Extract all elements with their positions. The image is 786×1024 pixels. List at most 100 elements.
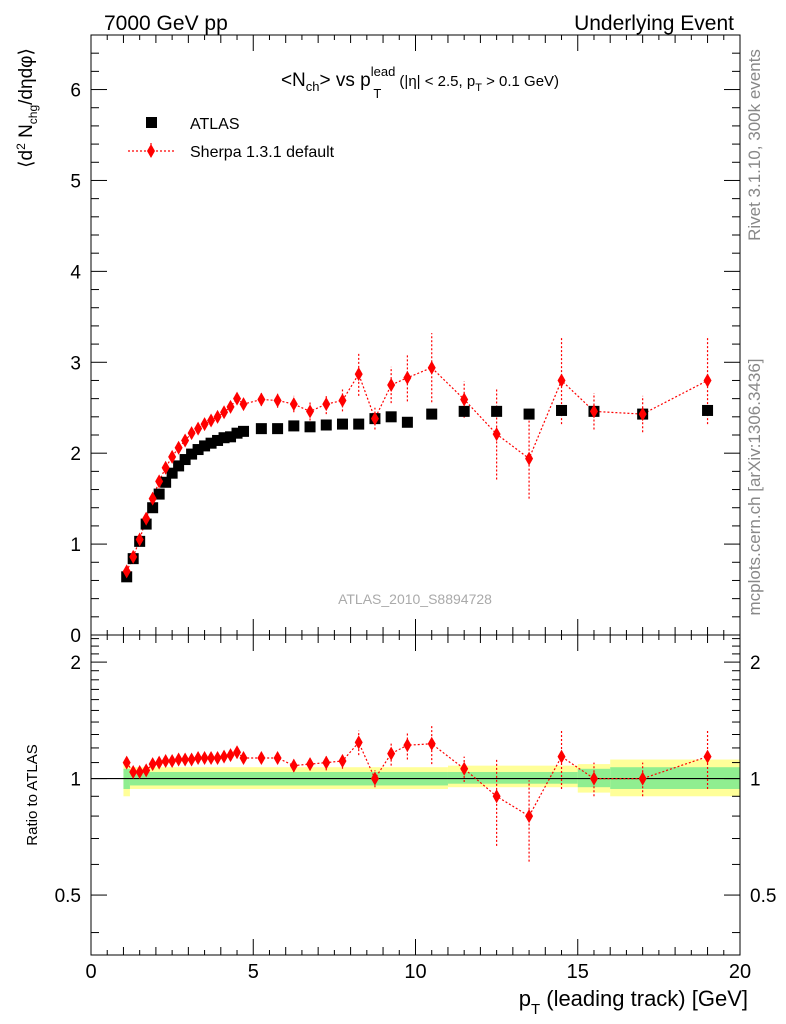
sherpa-point — [257, 392, 266, 407]
ylabel-part1: ⟨d — [16, 150, 37, 168]
ratio-sherpa-point — [174, 752, 183, 767]
ratio-y-tick-label: 1 — [70, 770, 81, 791]
title-mid: > vs p — [320, 70, 371, 91]
atlas-point — [272, 423, 284, 435]
ratio-sherpa-point — [273, 751, 282, 766]
sherpa-point — [557, 373, 566, 388]
y-tick-label: 5 — [70, 171, 81, 192]
sherpa-point — [168, 449, 177, 464]
atlas-point — [147, 502, 159, 514]
sherpa-line — [126, 366, 708, 572]
sherpa-point — [148, 491, 157, 506]
ratio-sherpa-point — [387, 746, 396, 761]
sherpa-point — [322, 397, 331, 412]
ratio-sherpa-point — [213, 751, 222, 766]
sherpa-point — [460, 392, 469, 407]
sherpa-point — [142, 511, 151, 526]
ratio-y-tick-label: 2 — [70, 653, 81, 674]
ratio-sherpa-point — [181, 752, 190, 767]
atlas-point — [186, 448, 198, 460]
atlas-point — [225, 431, 237, 443]
legend: ATLAS Sherpa 1.3.1 default — [128, 116, 335, 161]
atlas-point — [179, 454, 191, 466]
title-sup: lead — [371, 64, 396, 79]
ratio-sherpa-point — [168, 754, 177, 769]
atlas-point — [212, 434, 224, 446]
y-tick-label: 3 — [70, 353, 81, 374]
atlas-point — [702, 404, 714, 416]
atlas-point — [556, 404, 568, 416]
ratio-band-segment — [447, 771, 578, 784]
sherpa-point — [403, 370, 412, 385]
sherpa-point — [213, 409, 222, 424]
main-title: <Nch> vs plead T (|η| < 2.5, pT > 0.1 GeV… — [281, 64, 559, 101]
ratio-sherpa-point — [161, 754, 170, 769]
atlas-point — [336, 418, 348, 430]
sherpa-point — [200, 417, 209, 432]
atlas-point — [173, 460, 185, 472]
atlas-point — [304, 421, 316, 433]
ratio-sherpa-point — [338, 754, 347, 769]
ratio-sherpa-point — [129, 764, 138, 779]
ratio-marks-layer — [122, 725, 712, 862]
ratio-sherpa-point — [226, 748, 235, 763]
atlas-point — [523, 408, 535, 420]
ylabel-part3: /dηdφ⟩ — [16, 48, 37, 105]
ylabel-part2: N — [16, 124, 37, 143]
sherpa-point — [161, 460, 170, 475]
sherpa-point — [181, 433, 190, 448]
ratio-sherpa-point — [525, 809, 534, 824]
legend-label-atlas: ATLAS — [190, 116, 240, 133]
title-tail: (|η| < 2.5, p — [395, 73, 475, 90]
ratio-sherpa-point — [354, 735, 363, 750]
y-tick-label: 1 — [70, 535, 81, 556]
side-text-top: Rivet 3.1.10, 300k events — [745, 49, 764, 241]
ratio-sherpa-point — [220, 749, 229, 764]
y-tick-label: 2 — [70, 444, 81, 465]
sherpa-point — [638, 407, 647, 422]
atlas-point — [205, 437, 217, 449]
sherpa-point — [226, 399, 235, 414]
ratio-axes: 0.5 0.51 12 20 5 10 15 20 — [55, 635, 776, 983]
y-tick-label: 0 — [70, 626, 81, 647]
atlas-point — [401, 416, 413, 428]
ratio-sherpa-point — [370, 771, 379, 786]
ratio-sherpa-point — [187, 752, 196, 767]
ratio-sherpa-point — [703, 749, 712, 764]
atlas-point — [426, 408, 438, 420]
atlas-point — [320, 419, 332, 431]
ylabel-sub: chg — [26, 105, 40, 124]
ratio-sherpa-point — [322, 755, 331, 770]
ratio-panel: 0.5 0.51 12 20 5 10 15 20 Ratio to ATLAS pT (le… — [24, 634, 776, 1018]
ratio-ylabel: Ratio to ATLAS — [24, 744, 41, 845]
y-tick-label: 4 — [70, 262, 81, 283]
ratio-y-tick-label-right: 0.5 — [750, 886, 776, 907]
main-ylabel: ⟨d2 Nchg/dηdφ⟩ — [14, 48, 40, 168]
ratio-sherpa-point — [233, 745, 242, 760]
title-end: > 0.1 GeV) — [482, 73, 559, 90]
x-axis-label: pT (leading track) [GeV] — [519, 986, 748, 1018]
x-tick-label: 10 — [404, 961, 426, 983]
sherpa-point — [239, 397, 248, 412]
legend-marker-atlas — [146, 117, 157, 128]
xlabel-sub: T — [531, 1001, 540, 1018]
ratio-sherpa-point — [492, 789, 501, 804]
main-frame — [90, 34, 741, 636]
ratio-sherpa-point — [200, 751, 209, 766]
sherpa-point — [427, 360, 436, 375]
xlabel-rest: (leading track) [GeV] — [540, 986, 748, 1011]
atlas-point — [192, 444, 204, 456]
ratio-sherpa-point — [135, 764, 144, 779]
atlas-point — [153, 488, 165, 500]
sherpa-point — [289, 397, 298, 412]
ratio-sherpa-point — [289, 758, 298, 773]
x-tick-label: 15 — [567, 961, 589, 983]
main-panel: 0 1 2 3 4 5 6 <Nch> vs plead T (|η| < 2.5, pT >… — [14, 34, 741, 647]
sherpa-point — [370, 411, 379, 426]
ratio-y-tick-label-right: 2 — [750, 653, 761, 674]
ratio-sherpa-point — [148, 757, 157, 772]
y-tick-label: 6 — [70, 81, 81, 102]
x-tick-label: 5 — [248, 961, 259, 983]
ratio-sherpa-point — [460, 761, 469, 776]
sherpa-point — [122, 564, 131, 579]
